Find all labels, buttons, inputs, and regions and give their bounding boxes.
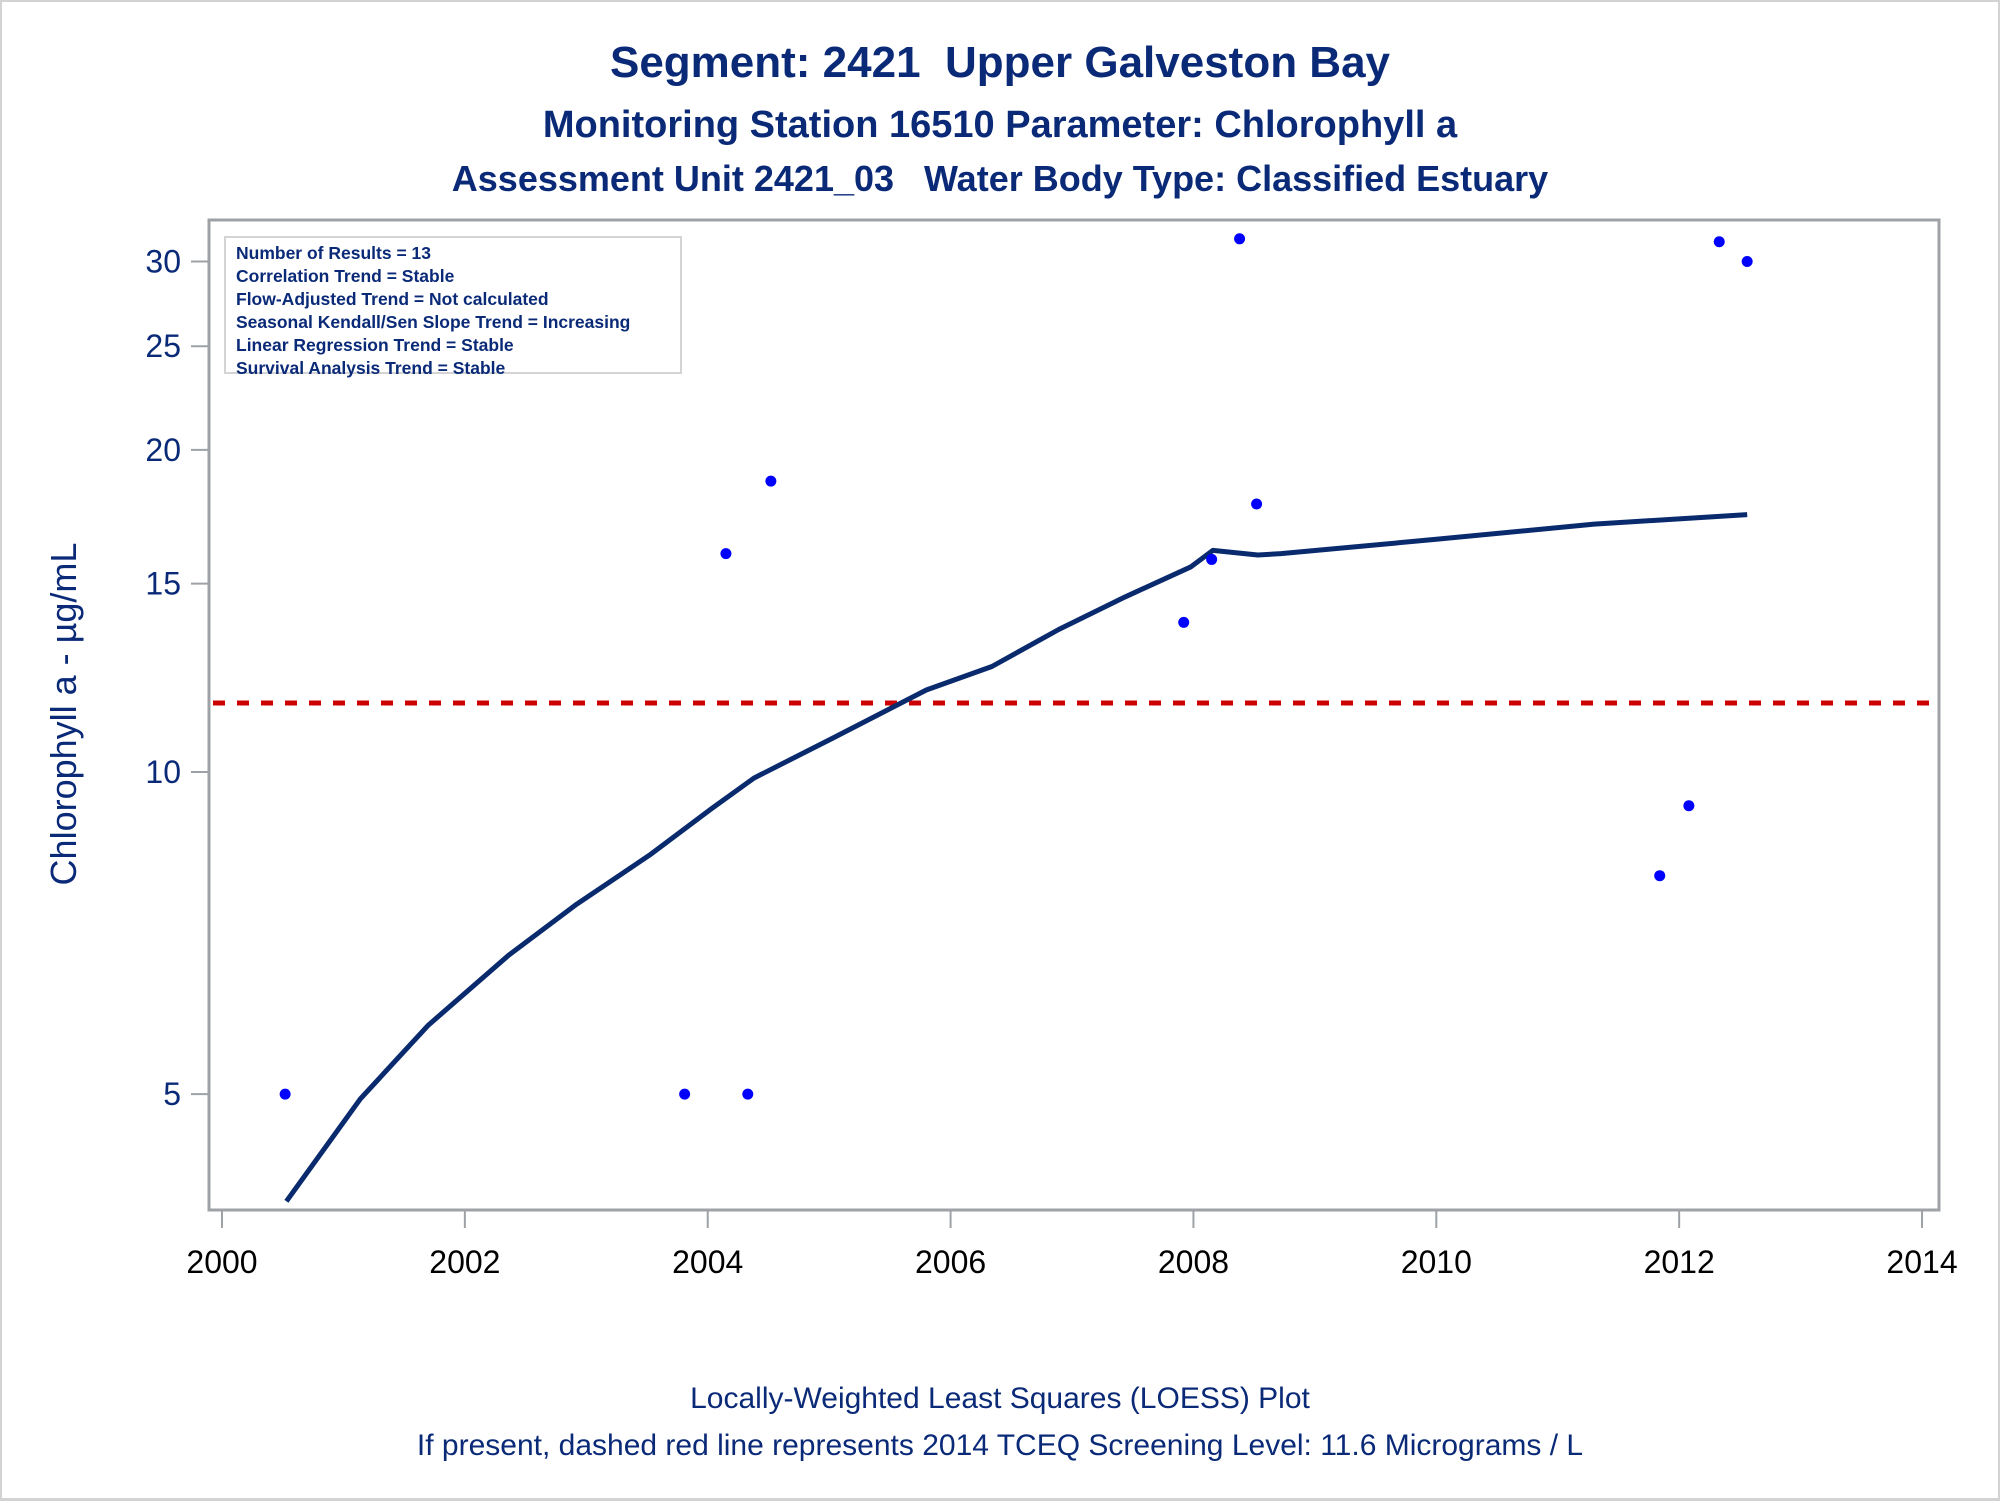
x-tick-label: 2004 — [672, 1244, 743, 1280]
stat-flow-adjusted-trend: Flow-Adjusted Trend = Not calculated — [236, 289, 549, 309]
stat-number-of-results: Number of Results = 13 — [236, 243, 431, 263]
x-tick-label: 2008 — [1158, 1244, 1229, 1280]
plot-area-border — [207, 218, 1941, 1212]
y-tick-label: 20 — [145, 432, 181, 468]
data-point — [1741, 255, 1753, 267]
data-point — [1234, 233, 1246, 245]
y-tick-label: 25 — [145, 328, 181, 364]
x-tick-label: 2010 — [1401, 1244, 1472, 1280]
chart-subtitle-station: Monitoring Station 16510 Parameter: Chlo… — [542, 104, 1458, 146]
data-point — [1713, 236, 1725, 248]
trend-stats-box: Number of Results = 13 Correlation Trend… — [224, 236, 682, 378]
chart-title: Segment: 2421 Upper Galveston Bay — [609, 38, 1391, 87]
y-tick-label: 15 — [145, 566, 181, 602]
footnote-screening-level: If present, dashed red line represents 2… — [416, 1429, 1584, 1462]
loess-curve — [284, 512, 1748, 1203]
data-point — [679, 1088, 691, 1100]
x-tick-label: 2012 — [1644, 1244, 1715, 1280]
y-tick-label: 30 — [145, 243, 181, 279]
stat-seasonal-kendall-trend: Seasonal Kendall/Sen Slope Trend = Incre… — [236, 312, 631, 332]
y-axis: 5 10 15 20 25 30 — [145, 243, 209, 1112]
data-point — [279, 1088, 291, 1100]
footnote-loess: Locally-Weighted Least Squares (LOESS) P… — [690, 1382, 1310, 1415]
y-tick-label: 10 — [145, 754, 181, 790]
loess-layer — [284, 512, 1748, 1203]
x-tick-label: 2014 — [1886, 1244, 1957, 1280]
stat-linear-regression-trend: Linear Regression Trend = Stable — [236, 335, 514, 355]
points-layer — [279, 233, 1753, 1100]
x-tick-label: 2000 — [186, 1244, 257, 1280]
data-point — [1683, 800, 1695, 812]
data-point — [1251, 498, 1263, 510]
y-tick-label: 5 — [163, 1076, 181, 1112]
data-point — [720, 548, 732, 560]
x-tick-label: 2006 — [915, 1244, 986, 1280]
x-tick-label: 2002 — [429, 1244, 500, 1280]
data-point — [742, 1088, 754, 1100]
y-axis-label: Chlorophyll a - µg/mL — [43, 543, 84, 886]
data-point — [1178, 616, 1190, 628]
x-axis: 2000 2002 2004 2006 2008 2010 2012 2014 — [186, 1210, 1958, 1280]
data-point — [1654, 870, 1666, 882]
chart-subtitle-assessment: Assessment Unit 2421_03 Water Body Type:… — [451, 158, 1549, 199]
stat-survival-analysis-trend: Survival Analysis Trend = Stable — [236, 358, 506, 378]
stat-correlation-trend: Correlation Trend = Stable — [236, 266, 455, 286]
data-point — [765, 475, 777, 487]
data-point — [1206, 553, 1218, 565]
